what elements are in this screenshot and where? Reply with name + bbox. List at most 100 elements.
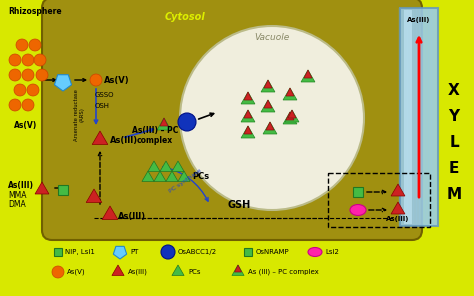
Polygon shape	[154, 171, 166, 181]
Bar	[58, 185, 68, 195]
Polygon shape	[263, 122, 277, 134]
Bar	[404, 8, 408, 226]
Polygon shape	[166, 171, 178, 181]
Text: Lsi2: Lsi2	[325, 249, 339, 255]
Polygon shape	[232, 265, 244, 276]
Polygon shape	[92, 131, 108, 144]
Text: As(V): As(V)	[67, 269, 86, 275]
Text: As(III): As(III)	[8, 181, 34, 190]
Bar	[244, 248, 252, 256]
Polygon shape	[283, 112, 297, 124]
Polygon shape	[235, 265, 241, 272]
Text: As(III): As(III)	[407, 17, 431, 23]
Polygon shape	[172, 161, 184, 171]
Circle shape	[90, 74, 102, 86]
Text: Arsenate reductase
(ARS): Arsenate reductase (ARS)	[73, 89, 84, 141]
Text: GSH: GSH	[228, 200, 251, 210]
Circle shape	[22, 99, 34, 111]
Circle shape	[161, 245, 175, 259]
FancyBboxPatch shape	[42, 0, 422, 240]
Polygon shape	[286, 112, 294, 120]
Text: OsABCC1/2: OsABCC1/2	[178, 249, 217, 255]
Text: PCs: PCs	[188, 269, 201, 275]
Polygon shape	[288, 110, 296, 118]
Polygon shape	[241, 92, 255, 104]
Ellipse shape	[308, 247, 322, 257]
Text: As(V): As(V)	[14, 121, 37, 130]
Bar	[410, 8, 414, 226]
Circle shape	[9, 99, 21, 111]
Bar	[54, 248, 62, 256]
Polygon shape	[113, 246, 127, 259]
Bar	[353, 187, 363, 197]
Polygon shape	[301, 70, 315, 82]
Text: Y: Y	[448, 109, 460, 123]
Circle shape	[9, 69, 21, 81]
Text: OSH: OSH	[95, 103, 110, 109]
Text: As (III) – PC complex: As (III) – PC complex	[248, 269, 319, 275]
Polygon shape	[160, 118, 168, 126]
Polygon shape	[160, 161, 172, 171]
Bar	[431, 8, 435, 226]
Polygon shape	[244, 92, 252, 100]
Bar	[404, 10, 412, 224]
Polygon shape	[35, 182, 49, 194]
Polygon shape	[261, 80, 275, 92]
Text: NIP, Lsi1: NIP, Lsi1	[65, 249, 95, 255]
Bar	[398, 8, 402, 226]
Polygon shape	[304, 70, 312, 78]
Circle shape	[27, 84, 39, 96]
Text: Rhizosphere: Rhizosphere	[8, 7, 62, 16]
Text: M: M	[447, 186, 462, 202]
Polygon shape	[157, 118, 171, 130]
Circle shape	[178, 113, 196, 131]
Ellipse shape	[350, 205, 366, 215]
Circle shape	[14, 84, 26, 96]
Polygon shape	[244, 110, 252, 118]
Polygon shape	[261, 100, 275, 112]
Polygon shape	[102, 206, 118, 220]
Polygon shape	[241, 110, 255, 122]
Polygon shape	[112, 265, 124, 276]
Text: PCs: PCs	[192, 171, 209, 181]
Text: As(III): As(III)	[128, 269, 148, 275]
Text: As(III): As(III)	[110, 136, 138, 144]
Text: PT: PT	[130, 249, 138, 255]
Text: Vacuole: Vacuole	[255, 33, 290, 42]
Polygon shape	[241, 126, 255, 138]
Polygon shape	[285, 110, 299, 122]
Polygon shape	[264, 100, 272, 108]
Bar	[425, 8, 429, 226]
Bar	[413, 8, 417, 226]
Bar	[400, 8, 438, 226]
Bar	[407, 8, 411, 226]
Polygon shape	[178, 171, 190, 181]
Polygon shape	[391, 202, 405, 214]
Text: DMA: DMA	[8, 200, 26, 209]
Text: L: L	[449, 134, 459, 149]
Text: GSSO: GSSO	[95, 92, 115, 98]
Polygon shape	[142, 171, 154, 181]
Circle shape	[16, 39, 28, 51]
Polygon shape	[244, 126, 252, 134]
Text: PC synthase: PC synthase	[168, 168, 202, 194]
Bar	[419, 8, 423, 226]
Circle shape	[180, 26, 364, 210]
Bar	[422, 8, 426, 226]
Polygon shape	[266, 122, 274, 130]
Text: OsNRAMP: OsNRAMP	[256, 249, 290, 255]
Bar	[428, 8, 432, 226]
Bar	[416, 8, 420, 226]
Text: Cytosol: Cytosol	[164, 12, 205, 22]
Text: As(III) – PC
complex: As(III) – PC complex	[132, 126, 178, 145]
Bar	[401, 8, 405, 226]
Circle shape	[9, 54, 21, 66]
Text: As(III): As(III)	[386, 216, 410, 222]
Text: MMA: MMA	[8, 191, 27, 200]
Text: X: X	[448, 83, 460, 97]
Text: As(V): As(V)	[104, 75, 129, 84]
Polygon shape	[55, 75, 72, 91]
Polygon shape	[283, 88, 297, 100]
Circle shape	[22, 69, 34, 81]
Polygon shape	[172, 265, 184, 276]
